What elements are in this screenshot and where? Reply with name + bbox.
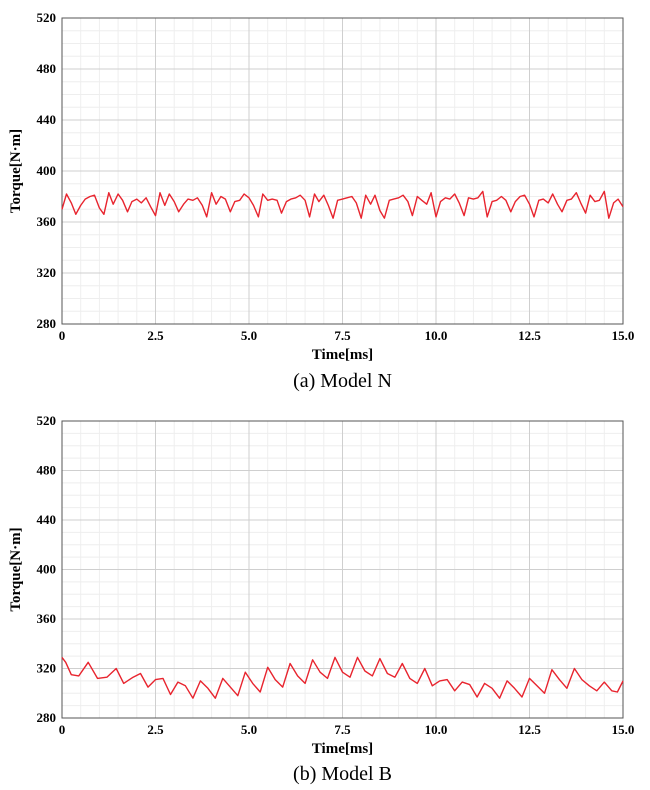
x-tick-label: 2.5: [147, 328, 164, 343]
series-group: [61, 190, 624, 219]
y-tick-label: 440: [37, 112, 57, 127]
x-tick-label: 12.5: [518, 722, 541, 737]
x-axis-title: Time[ms]: [312, 741, 373, 757]
x-tick-label: 2.5: [147, 722, 164, 737]
y-axis-title: Torque[N·m]: [8, 527, 24, 611]
x-tick-label: 0: [59, 328, 66, 343]
y-tick-label: 360: [37, 611, 57, 626]
y-tick-label: 440: [37, 512, 57, 527]
y-tick-label: 320: [37, 661, 57, 676]
plot-frame: [61, 17, 624, 325]
x-tick-label: 5.0: [241, 722, 257, 737]
x-tick-labels: 0 2.5 5.0 7.5 10.0 12.5 15.0: [59, 722, 635, 737]
chart-model-n: 280 320 360 400 440 480 520 0 2.5 5.0 7.5 10.0 12.5…: [8, 10, 634, 392]
x-tick-label: 10.0: [425, 722, 448, 737]
major-grid: [61, 17, 624, 325]
x-tick-label: 5.0: [241, 328, 257, 343]
chart-caption: (b) Model B: [293, 763, 392, 785]
torque-series-line: [61, 190, 624, 219]
x-axis-title: Time[ms]: [312, 347, 373, 363]
y-tick-label: 280: [37, 316, 57, 331]
y-axis-title: Torque[N·m]: [8, 129, 24, 213]
x-tick-label: 12.5: [518, 328, 541, 343]
x-tick-label: 15.0: [612, 328, 635, 343]
chart-caption: (a) Model N: [293, 370, 392, 392]
x-tick-label: 15.0: [612, 722, 635, 737]
plot-frame: [61, 420, 624, 719]
y-tick-label: 400: [37, 163, 57, 178]
series-group: [61, 656, 624, 699]
x-tick-label: 10.0: [425, 328, 448, 343]
y-tick-label: 280: [37, 710, 57, 725]
y-tick-label: 520: [37, 10, 57, 25]
chart-model-b: 280 320 360 400 440 480 520 0 2.5 5.0 7.5 10.0 12.5…: [8, 413, 634, 785]
y-tick-label: 520: [37, 413, 57, 428]
x-tick-label: 7.5: [334, 328, 351, 343]
y-tick-label: 400: [37, 562, 57, 577]
y-tick-label: 320: [37, 265, 57, 280]
x-tick-label: 7.5: [334, 722, 351, 737]
x-tick-labels: 0 2.5 5.0 7.5 10.0 12.5 15.0: [59, 328, 635, 343]
y-tick-label: 360: [37, 214, 57, 229]
y-tick-label: 480: [37, 463, 57, 478]
y-tick-labels: 280 320 360 400 440 480 520: [37, 413, 57, 725]
x-tick-label: 0: [59, 722, 66, 737]
y-tick-labels: 280 320 360 400 440 480 520: [37, 10, 57, 331]
y-tick-label: 480: [37, 61, 57, 76]
major-grid: [61, 420, 624, 719]
torque-series-line: [61, 656, 624, 699]
